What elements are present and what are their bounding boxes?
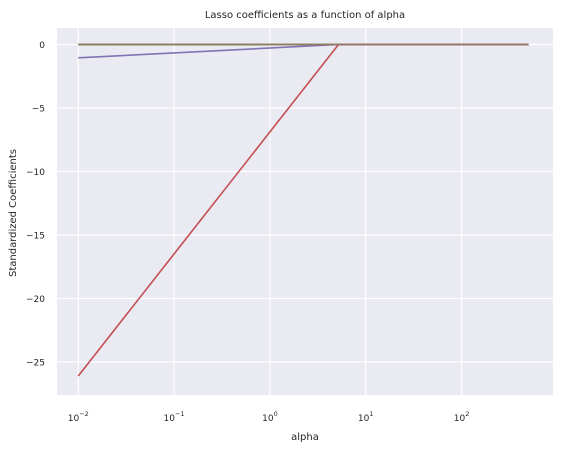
y-axis-ticks: 0 −5 −10 −15 −20 −25 [26,41,45,368]
x-axis-label: alpha [291,432,319,443]
x-tick-label: 10−2 [68,410,89,424]
x-axis-ticks: 10−2 10−1 100 101 102 [68,410,470,424]
y-tick-label: −5 [32,105,45,115]
series-lines [77,43,529,377]
plot-background [57,28,553,395]
y-tick-label: −25 [26,358,45,368]
y-tick-label: −20 [26,295,45,305]
x-tick-label: 10−1 [164,410,185,424]
chart-title: Lasso coefficients as a function of alph… [205,10,405,21]
x-tick-label: 100 [262,410,278,424]
y-tick-label: −10 [26,168,45,178]
y-tick-label: 0 [39,41,45,51]
y-axis-label: Standardized Coefficients [8,149,19,277]
x-tick-label: 102 [454,410,470,424]
y-tick-label: −15 [26,231,45,241]
x-tick-label: 101 [358,410,374,424]
